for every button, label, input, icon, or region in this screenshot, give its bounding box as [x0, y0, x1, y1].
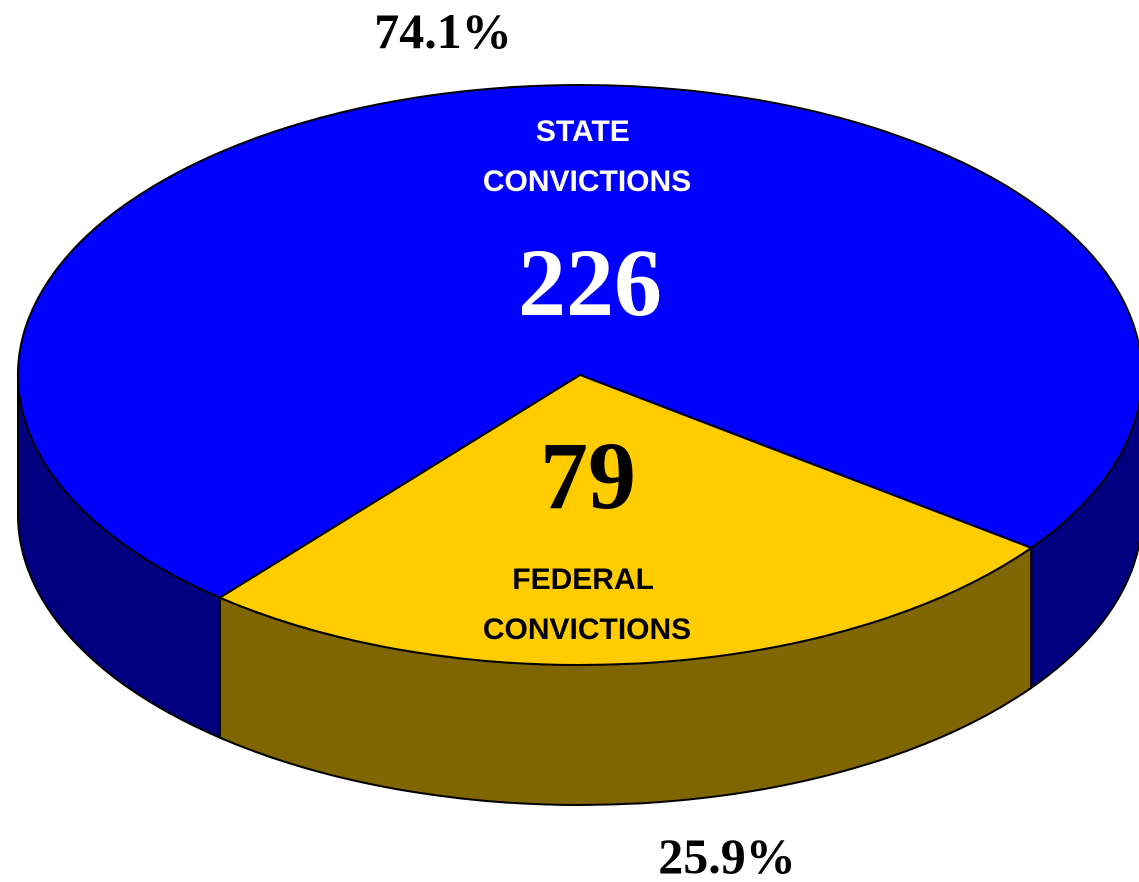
value-label: 226	[518, 229, 662, 336]
pie	[16, 84, 1139, 806]
slice	[217, 373, 1034, 666]
slice-label: STATE CONVICTIONS	[483, 115, 691, 198]
value-label: 79	[540, 422, 636, 529]
slice-label: FEDERAL CONVICTIONS	[483, 563, 691, 646]
percent-label: 74.1%	[374, 3, 512, 59]
slice	[16, 84, 1139, 599]
percent-label: 25.9%	[658, 828, 796, 882]
